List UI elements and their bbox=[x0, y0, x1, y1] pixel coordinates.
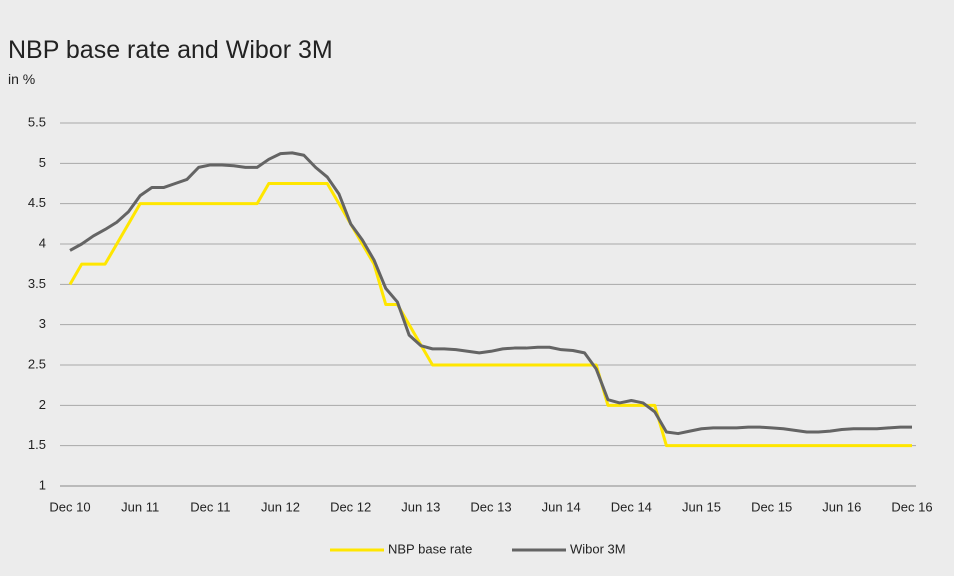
x-tick-label: Jun 11 bbox=[121, 499, 159, 514]
y-tick-label: 5.5 bbox=[28, 114, 46, 129]
x-tick-label: Jun 14 bbox=[542, 499, 581, 514]
x-tick-label: Dec 10 bbox=[49, 499, 90, 514]
line-series bbox=[69, 151, 912, 436]
line-series bbox=[68, 182, 912, 448]
y-tick-label: 2.5 bbox=[28, 356, 46, 371]
chart-subtitle: in % bbox=[8, 71, 35, 87]
y-tick-label: 1 bbox=[39, 477, 46, 492]
x-tick-label: Dec 11 bbox=[190, 499, 230, 514]
legend-label: Wibor 3M bbox=[570, 541, 626, 556]
y-tick-label: 2 bbox=[39, 397, 46, 412]
x-tick-label: Jun 12 bbox=[261, 499, 300, 514]
x-tick-label: Jun 13 bbox=[401, 499, 440, 514]
y-tick-label: 3.5 bbox=[28, 276, 46, 291]
y-tick-label: 5 bbox=[39, 155, 46, 170]
y-tick-label: 3 bbox=[39, 316, 46, 331]
y-tick-label: 1.5 bbox=[28, 437, 46, 452]
x-tick-label: Dec 12 bbox=[330, 499, 371, 514]
x-tick-label: Dec 15 bbox=[751, 499, 792, 514]
y-tick-label: 4.5 bbox=[28, 195, 46, 210]
x-tick-label: Jun 16 bbox=[822, 499, 861, 514]
x-tick-label: Dec 16 bbox=[891, 499, 932, 514]
chart-title: NBP base rate and Wibor 3M bbox=[8, 36, 333, 64]
x-tick-label: Jun 15 bbox=[682, 499, 721, 514]
x-tick-label: Dec 13 bbox=[470, 499, 511, 514]
y-tick-label: 4 bbox=[39, 235, 46, 250]
legend-label: NBP base rate bbox=[388, 541, 472, 556]
x-tick-label: Dec 14 bbox=[611, 499, 652, 514]
